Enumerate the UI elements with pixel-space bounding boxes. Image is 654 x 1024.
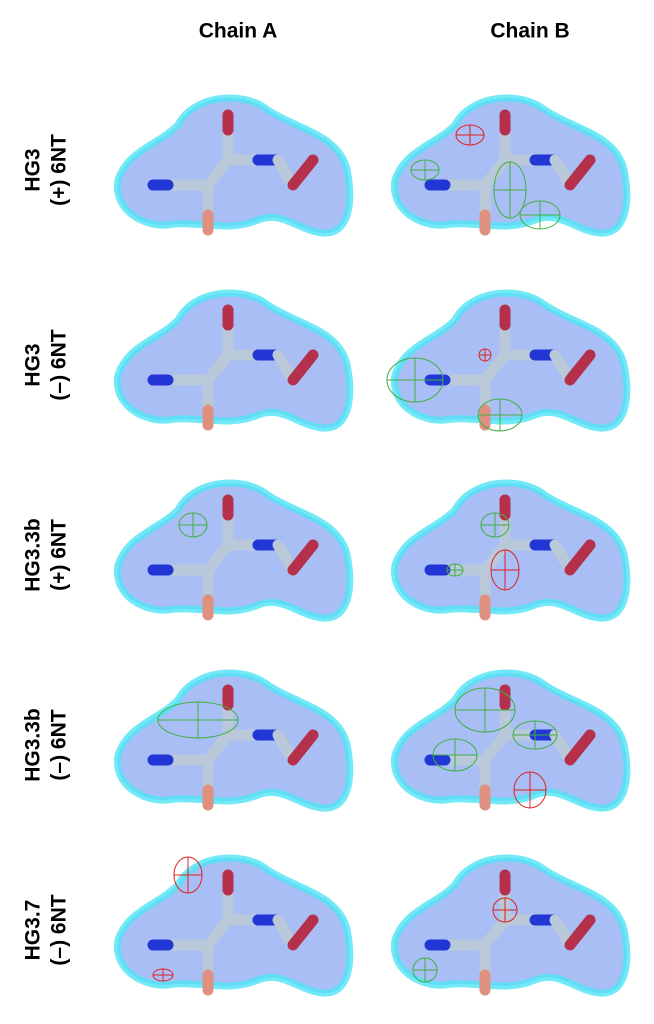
density-panel xyxy=(394,858,626,993)
density-panel xyxy=(394,98,626,233)
row-label: HG3 xyxy=(22,148,45,191)
row-label: HG3.3b xyxy=(22,518,45,592)
column-header: Chain B xyxy=(490,20,569,43)
density-panel xyxy=(117,293,349,428)
row-label: (+) 6NT xyxy=(48,519,71,591)
density-panel xyxy=(117,98,349,233)
density-panel xyxy=(394,673,626,808)
row-label: (–) 6NT xyxy=(48,329,71,400)
row-label: (+) 6NT xyxy=(48,134,71,206)
row-label: (–) 6NT xyxy=(48,709,71,780)
density-panel xyxy=(387,293,627,431)
density-panel xyxy=(117,857,349,993)
density-panel xyxy=(394,483,626,618)
figure: Chain A Chain B HG3(+) 6NTHG3(–) 6NTHG3.… xyxy=(0,0,654,1024)
density-panel xyxy=(117,483,349,618)
density-panel xyxy=(117,673,349,808)
row-label: HG3 xyxy=(22,343,45,386)
column-header: Chain A xyxy=(199,20,278,43)
row-label: (–) 6NT xyxy=(48,894,71,965)
row-label: HG3.7 xyxy=(22,900,45,961)
row-label: HG3.3b xyxy=(22,708,45,782)
